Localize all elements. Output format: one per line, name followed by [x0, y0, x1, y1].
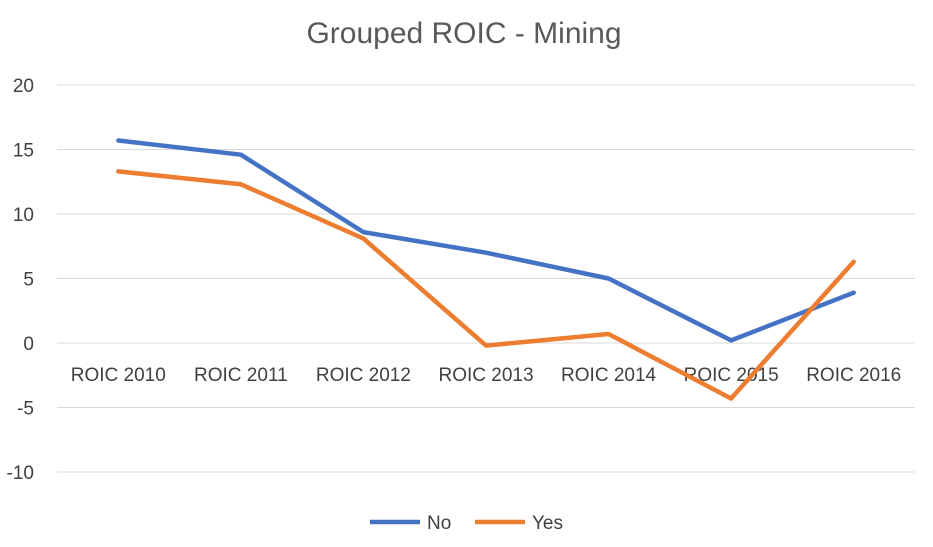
series-line-yes	[116, 169, 856, 401]
legend: No Yes	[370, 513, 563, 534]
x-tick-label: ROIC 2014	[561, 365, 656, 386]
chart-title: Grouped ROIC - Mining	[306, 17, 621, 50]
legend-label-yes: Yes	[532, 513, 563, 534]
x-tick-label: ROIC 2010	[71, 365, 166, 386]
x-tick-label: ROIC 2012	[316, 365, 411, 386]
y-tick-label: 5	[23, 270, 34, 291]
y-tick-label: -5	[17, 399, 34, 420]
series-line-no	[116, 138, 856, 343]
x-tick-label: ROIC 2013	[438, 365, 533, 386]
series-lines	[116, 138, 856, 401]
x-tick-label: ROIC 2011	[194, 365, 288, 386]
x-axis-ticks: ROIC 2010 ROIC 2011 ROIC 2012 ROIC 2013 ROIC…	[71, 365, 901, 386]
y-tick-label: 20	[13, 76, 34, 97]
legend-label-no: No	[427, 513, 451, 534]
y-tick-label: 15	[13, 141, 34, 162]
x-tick-label: ROIC 2016	[806, 365, 901, 386]
y-tick-label: -10	[7, 463, 34, 484]
y-tick-label: 0	[23, 334, 34, 355]
y-tick-label: 10	[13, 205, 34, 226]
y-axis-ticks: 20 15 10 5 0 -5 -10	[7, 76, 34, 484]
gridlines	[57, 84, 915, 473]
